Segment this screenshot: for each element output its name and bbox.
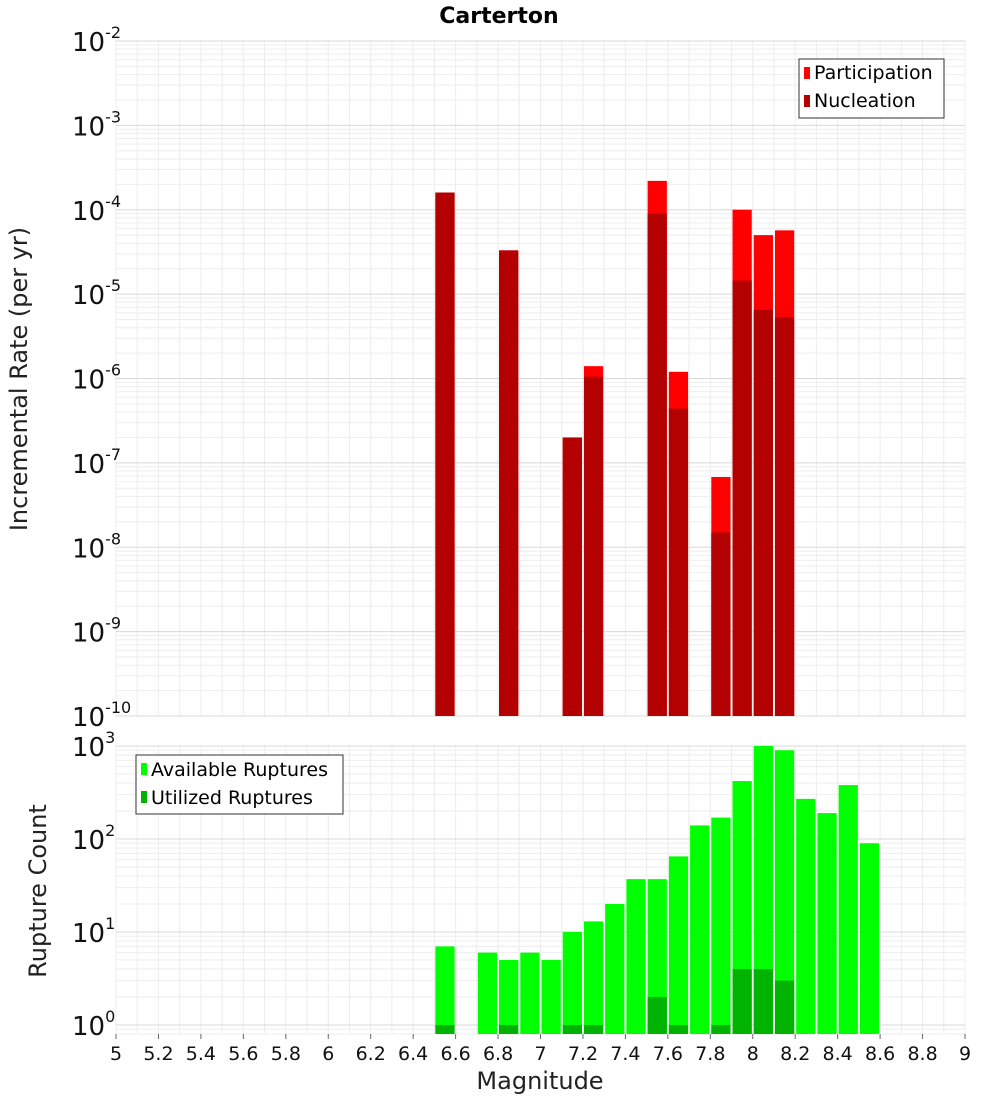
count-bar-available-ruptures-7.65 (668, 856, 689, 1034)
count-bar-available-ruptures-6.55 (435, 946, 455, 1034)
x-tick-label: 5.8 (271, 1043, 301, 1065)
x-tick-label: 8.8 (907, 1043, 937, 1065)
rate-legend-box (798, 58, 945, 119)
y-tick-label: 10-4 (72, 192, 121, 227)
count-bar-utilized-ruptures-7.55 (647, 996, 667, 1034)
x-tick-label: 8 (747, 1043, 759, 1065)
x-tick-label: 6 (322, 1043, 334, 1065)
x-tick-label: 7.6 (653, 1043, 683, 1065)
chart-title: Carterton (439, 4, 558, 29)
x-tick-label: 9 (959, 1043, 971, 1065)
rate-legend-swatch-nucleation (804, 95, 810, 107)
rate-legend-label-participation: Participation (814, 62, 933, 84)
x-tick-label: 6.8 (483, 1043, 513, 1065)
y-tick-label: 100 (72, 1007, 115, 1042)
y-tick-label: 10-9 (72, 614, 121, 649)
x-tick-label: 8.4 (823, 1043, 853, 1065)
count-bar-available-ruptures-6.75 (477, 952, 498, 1034)
count-bar-available-ruptures-8.35 (817, 813, 837, 1034)
rate-plot-grid (115, 40, 966, 717)
count-bar-available-ruptures-8.05 (753, 746, 773, 1034)
count-bar-available-ruptures-8.15 (774, 750, 795, 1034)
rate-bar-nucleation-7.25 (583, 376, 604, 716)
count-legend-box (135, 754, 344, 815)
x-tick-label: 7.8 (695, 1043, 725, 1065)
count-bar-utilized-ruptures-7.95 (732, 968, 752, 1034)
x-tick-label: 5.4 (186, 1043, 216, 1065)
count-bar-available-ruptures-7.35 (605, 903, 625, 1034)
count-plot-x-ticks: 5 5.2 5.4 5.6 5.8 6 6.2 6.4 6.6 6.8 7 7.2 7.4 7.6 7.8 8… (110, 1034, 971, 1065)
x-axis-label: Magnitude (476, 1067, 603, 1095)
rate-legend: Participation Nucleation (798, 58, 945, 119)
rate-plot-panel: 10-10 10-9 10-8 10-7 10-6 10-5 10-4 10-3 10-2 In… (5, 23, 966, 733)
count-legend: Available Ruptures Utilized Ruptures (135, 754, 344, 815)
count-legend-swatch-available (141, 763, 147, 775)
count-bar-utilized-ruptures-7.25 (583, 1024, 604, 1034)
count-bar-utilized-ruptures-6.85 (499, 1024, 519, 1034)
rate-bar-nucleation-7.85 (711, 532, 731, 716)
y-tick-label: 10-3 (72, 107, 121, 142)
y-tick-label: 102 (72, 821, 115, 856)
rate-bar-nucleation-7.95 (732, 280, 752, 716)
count-bar-available-ruptures-6.85 (499, 959, 519, 1034)
count-bar-available-ruptures-8.45 (838, 785, 858, 1034)
count-legend-label-utilized: Utilized Ruptures (151, 787, 313, 809)
count-bar-utilized-ruptures-7.15 (562, 1024, 582, 1034)
rate-plot-y-ticks: 10-10 10-9 10-8 10-7 10-6 10-5 10-4 10-3 10-2 (72, 23, 131, 733)
rate-legend-swatch-participation (804, 67, 810, 79)
count-bar-available-ruptures-7.05 (541, 959, 561, 1034)
rate-bar-nucleation-6.85 (499, 250, 519, 717)
x-tick-label: 7.4 (610, 1043, 640, 1065)
count-plot-bars (435, 746, 880, 1034)
x-tick-label: 8.6 (865, 1043, 895, 1065)
x-tick-label: 8.2 (780, 1043, 810, 1065)
count-bar-utilized-ruptures-7.65 (668, 1024, 689, 1034)
count-plot-y-ticks: 100 101 102 103 (72, 728, 115, 1042)
count-bar-utilized-ruptures-7.85 (711, 1024, 731, 1034)
count-plot-panel: 100 101 102 103 5 5.2 5.4 5.6 5.8 6 6.2 6.4 6.6 6.8 7… (24, 728, 971, 1095)
y-tick-label: 101 (72, 914, 115, 949)
count-y-axis-label: Rupture Count (24, 804, 52, 978)
count-bar-available-ruptures-7.85 (711, 817, 731, 1034)
count-legend-swatch-utilized (141, 791, 147, 803)
rate-y-axis-label: Incremental Rate (per yr) (5, 227, 33, 531)
x-tick-label: 6.4 (398, 1043, 428, 1065)
count-bar-available-ruptures-7.55 (647, 879, 667, 1034)
rate-bar-nucleation-7.55 (647, 213, 667, 717)
y-tick-label: 10-6 (72, 361, 121, 396)
rate-bar-nucleation-7.15 (562, 437, 582, 716)
count-bar-available-ruptures-8.55 (859, 843, 880, 1034)
y-tick-label: 10-2 (72, 23, 121, 58)
count-bar-available-ruptures-8.25 (796, 798, 816, 1034)
x-tick-label: 5.6 (228, 1043, 258, 1065)
count-bar-available-ruptures-7.25 (583, 921, 604, 1034)
count-bar-utilized-ruptures-6.55 (435, 1024, 455, 1034)
count-bar-available-ruptures-7.15 (562, 931, 582, 1034)
count-bar-utilized-ruptures-8.05 (753, 968, 773, 1034)
rate-bar-nucleation-8.15 (774, 317, 795, 716)
x-tick-label: 5.2 (143, 1043, 173, 1065)
x-tick-label: 5 (110, 1043, 122, 1065)
x-tick-label: 7 (534, 1043, 546, 1065)
count-bar-available-ruptures-7.45 (626, 879, 646, 1034)
rate-plot-bars (435, 180, 795, 717)
x-tick-label: 7.2 (568, 1043, 598, 1065)
rate-bar-nucleation-8.05 (753, 309, 773, 716)
rate-bar-nucleation-7.65 (668, 408, 689, 716)
count-legend-label-available: Available Ruptures (151, 759, 328, 781)
x-tick-label: 6.2 (356, 1043, 386, 1065)
count-bar-available-ruptures-7.75 (690, 825, 710, 1034)
count-bar-utilized-ruptures-8.15 (774, 980, 795, 1034)
rate-legend-label-nucleation: Nucleation (814, 90, 916, 112)
y-tick-label: 10-10 (72, 698, 131, 733)
y-tick-label: 10-8 (72, 529, 121, 564)
rate-bar-nucleation-6.55 (435, 192, 455, 717)
y-tick-label: 103 (72, 728, 115, 763)
y-tick-label: 10-7 (72, 445, 121, 480)
count-bar-available-ruptures-6.95 (520, 952, 540, 1034)
x-tick-label: 6.6 (440, 1043, 470, 1065)
y-tick-label: 10-5 (72, 276, 121, 311)
